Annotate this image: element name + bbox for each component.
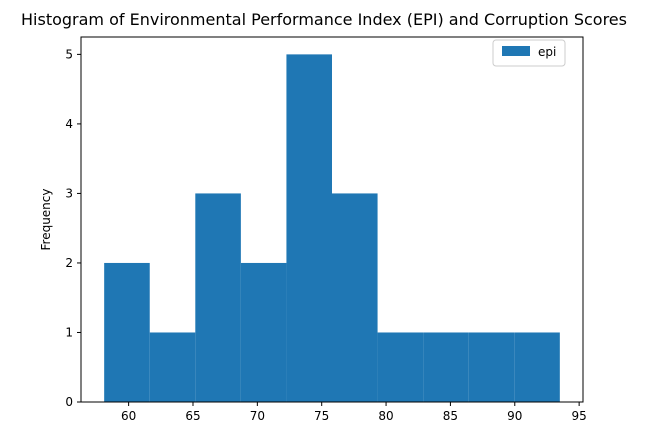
y-tick-label: 0 bbox=[65, 395, 73, 409]
y-axis-label: Frequency bbox=[39, 189, 53, 251]
y-tick-label: 5 bbox=[65, 47, 73, 61]
histogram-bar bbox=[514, 332, 560, 402]
y-tick-label: 3 bbox=[65, 186, 73, 200]
y-tick-label: 2 bbox=[65, 256, 73, 270]
y-axis: 0 1 2 3 4 5 bbox=[65, 47, 81, 409]
x-tick-label: 80 bbox=[378, 409, 393, 423]
histogram-bar bbox=[377, 332, 424, 402]
histogram-bar bbox=[468, 332, 515, 402]
histogram-bar bbox=[195, 193, 241, 402]
x-tick-label: 75 bbox=[314, 409, 329, 423]
x-tick-label: 60 bbox=[121, 409, 136, 423]
x-tick-label: 70 bbox=[250, 409, 265, 423]
histogram-bar bbox=[423, 332, 469, 402]
legend-swatch bbox=[502, 46, 530, 56]
y-tick-label: 1 bbox=[65, 325, 73, 339]
histogram-bar bbox=[104, 262, 150, 402]
x-tick-label: 65 bbox=[185, 409, 200, 423]
histogram-bar bbox=[240, 262, 287, 402]
y-tick-label: 4 bbox=[65, 117, 73, 131]
x-tick-label: 85 bbox=[443, 409, 458, 423]
x-axis: 60 65 70 75 80 85 90 95 bbox=[121, 402, 587, 423]
histogram-bar bbox=[149, 332, 196, 402]
histogram-bar bbox=[286, 54, 332, 402]
plot-frame bbox=[80, 36, 584, 403]
x-tick-label: 90 bbox=[507, 409, 522, 423]
legend-label: epi bbox=[538, 45, 556, 59]
chart-title: Histogram of Environmental Performance I… bbox=[21, 10, 627, 29]
legend: epi bbox=[492, 39, 566, 67]
bars-layer bbox=[104, 54, 560, 402]
x-tick-label: 95 bbox=[571, 409, 586, 423]
histogram-bar bbox=[332, 193, 378, 402]
